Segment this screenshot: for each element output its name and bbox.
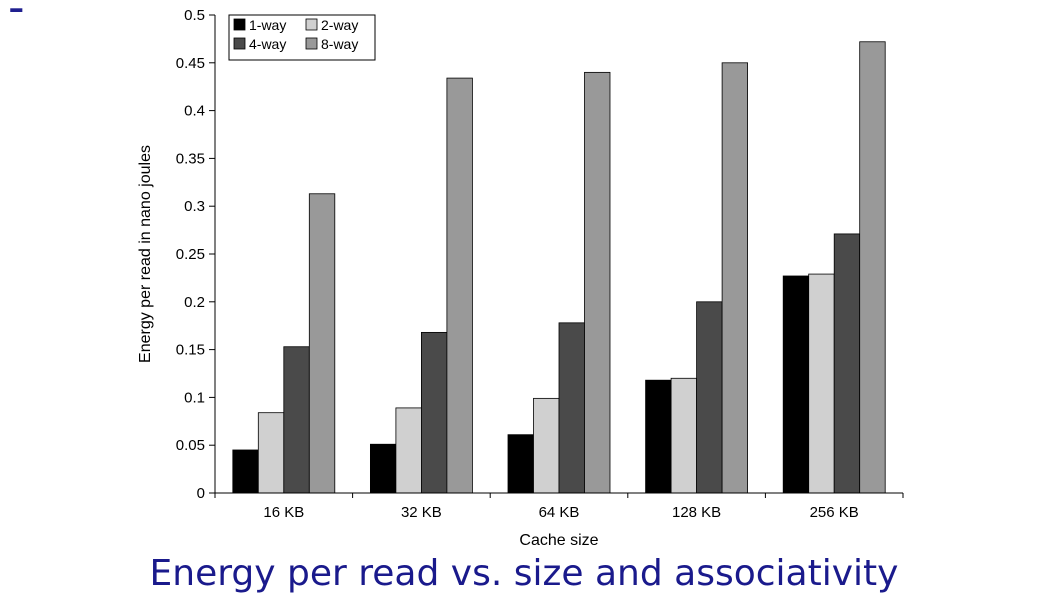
- bar: [308, 193, 336, 494]
- legend-label: 4-way: [249, 36, 286, 52]
- bar: [833, 233, 861, 494]
- bar: [859, 41, 886, 494]
- y-tick-label: 0.05: [176, 437, 205, 454]
- x-axis-ticks: 16 KB 32 KB 64 KB 128 KB 256 KB: [214, 493, 904, 521]
- x-tick-label: 16 KB: [263, 504, 304, 521]
- y-tick-label: 0.3: [184, 198, 205, 215]
- slide-bullet: -: [8, 0, 25, 34]
- legend-label: 8-way: [321, 36, 358, 52]
- legend-swatch: [305, 18, 318, 31]
- legend-label: 2-way: [321, 17, 358, 33]
- y-tick-label: 0.4: [184, 103, 205, 120]
- x-tick-label: 256 KB: [810, 504, 859, 521]
- bar: [283, 346, 310, 494]
- bars: [232, 41, 886, 494]
- x-tick-label: 64 KB: [539, 504, 580, 521]
- bar: [369, 443, 397, 494]
- bar: [808, 273, 835, 494]
- bar: [721, 62, 748, 494]
- bar: [395, 407, 422, 494]
- legend: 1-way 2-way 4-way 8-way: [228, 14, 376, 61]
- y-axis-label: Energy per read in nano joules: [137, 145, 154, 363]
- bar: [782, 275, 810, 494]
- y-tick-label: 0.25: [176, 246, 205, 263]
- legend-swatch: [305, 37, 318, 50]
- y-tick-label: 0.1: [184, 389, 205, 406]
- y-tick-label: 0.35: [176, 150, 205, 167]
- bar-chart: 0 0.05 0.1 0.15 0.2 0.25 0.3 0.35 0.4 0.45 0.5 16 …: [137, 7, 904, 549]
- x-axis-label: Cache size: [519, 532, 598, 549]
- y-tick-label: 0.5: [184, 7, 205, 24]
- x-tick-label: 32 KB: [401, 504, 442, 521]
- legend-box: [228, 14, 376, 61]
- legend-swatch: [233, 18, 246, 31]
- bar: [507, 434, 534, 494]
- y-tick-label: 0.45: [176, 55, 205, 72]
- bar: [584, 71, 611, 494]
- bar: [533, 397, 560, 494]
- bar: [257, 412, 285, 494]
- legend-swatch: [233, 37, 246, 50]
- bar: [420, 331, 448, 494]
- y-tick-label: 0.15: [176, 342, 205, 359]
- y-tick-label: 0: [197, 485, 205, 502]
- y-axis-ticks: 0 0.05 0.1 0.15 0.2 0.25 0.3 0.35 0.4 0.45 0.5: [176, 7, 215, 502]
- bar: [232, 449, 259, 494]
- bar: [670, 377, 697, 494]
- legend-label: 1-way: [249, 17, 286, 33]
- slide-caption: Energy per read vs. size and associativi…: [149, 553, 899, 594]
- bar: [696, 301, 723, 494]
- x-tick-label: 128 KB: [672, 504, 721, 521]
- y-tick-label: 0.2: [184, 294, 205, 311]
- bar: [446, 77, 473, 494]
- bar: [558, 322, 585, 494]
- bar: [645, 379, 672, 494]
